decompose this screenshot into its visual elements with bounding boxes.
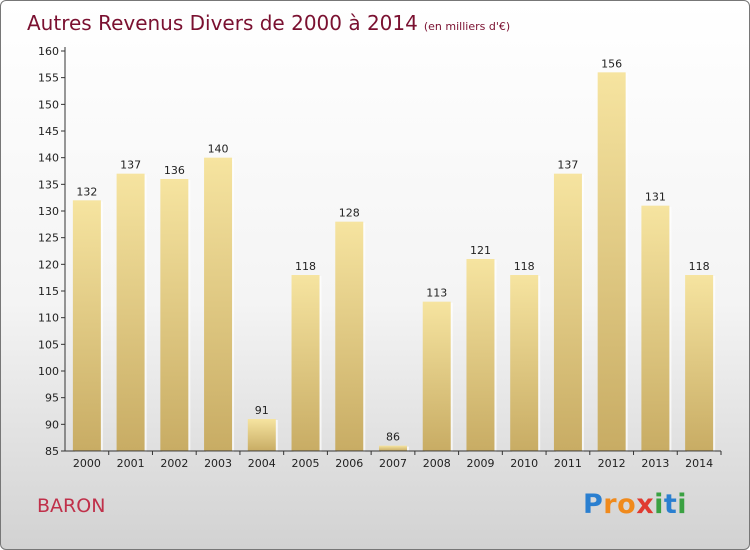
x-tick-label-2010: 2010 — [510, 457, 538, 470]
logo-letter: x — [636, 489, 655, 520]
bars-group: 132 137 136 140 91 118 128 86 113 121 118 137 156 131… — [72, 57, 716, 452]
data-label-2006: 128 — [339, 207, 360, 220]
x-tick-label-2002: 2002 — [160, 457, 188, 470]
data-label-2009: 121 — [470, 244, 491, 257]
x-tick-label-2011: 2011 — [554, 457, 582, 470]
x-tick-label-2014: 2014 — [685, 457, 713, 470]
data-label-2008: 113 — [426, 287, 447, 300]
bar-2002 — [160, 179, 189, 451]
chart-title: Autres Revenus Divers de 2000 à 2014 (en … — [27, 11, 510, 35]
x-tick-label-2000: 2000 — [73, 457, 101, 470]
y-tick-label-145: 145 — [38, 125, 59, 138]
logo-letter: o — [617, 489, 637, 520]
data-label-2004: 91 — [255, 404, 269, 417]
x-tick-label-2005: 2005 — [292, 457, 320, 470]
data-label-2003: 140 — [208, 143, 229, 156]
logo-letter: P — [583, 489, 604, 520]
x-tick-label-2006: 2006 — [335, 457, 363, 470]
proxiti-logo: Proxiti — [583, 489, 687, 520]
chart-subtitle: (en milliers d'€) — [423, 20, 511, 33]
y-tick-label-115: 115 — [38, 285, 59, 298]
bar-2008 — [422, 301, 451, 451]
y-tick-label-130: 130 — [38, 205, 59, 218]
x-tick-label-2001: 2001 — [117, 457, 145, 470]
logo-letter: t — [663, 489, 678, 520]
y-tick-label-100: 100 — [38, 365, 59, 378]
data-label-2002: 136 — [164, 164, 185, 177]
data-label-2001: 137 — [120, 159, 141, 172]
bar-2011 — [553, 173, 582, 451]
data-label-2010: 118 — [514, 260, 535, 273]
y-tick-label-125: 125 — [38, 232, 59, 245]
x-tick-label-2009: 2009 — [466, 457, 494, 470]
y-tick-label-95: 95 — [45, 392, 59, 405]
x-tick-label-2007: 2007 — [379, 457, 407, 470]
bar-2014 — [685, 275, 714, 451]
data-label-2014: 118 — [689, 260, 710, 273]
bar-2006 — [335, 221, 364, 451]
data-label-2012: 156 — [601, 57, 622, 70]
y-tick-label-140: 140 — [38, 152, 59, 165]
bar-2009 — [466, 259, 495, 451]
bar-2013 — [641, 205, 670, 451]
x-tick-label-2003: 2003 — [204, 457, 232, 470]
y-tick-label-135: 135 — [38, 178, 59, 191]
logo-letter: i — [677, 489, 688, 520]
x-tick-label-2008: 2008 — [423, 457, 451, 470]
y-tick-label-85: 85 — [45, 445, 59, 458]
bar-2000 — [72, 200, 101, 451]
data-label-2011: 137 — [557, 159, 578, 172]
bar-2003 — [204, 157, 233, 451]
y-tick-label-105: 105 — [38, 338, 59, 351]
bar-2001 — [116, 173, 145, 451]
x-tick-label-2004: 2004 — [248, 457, 276, 470]
x-tick-label-2012: 2012 — [598, 457, 626, 470]
axes-group: 2000 2001 2002 2003 2004 2005 2006 2007 2008 2009… — [38, 45, 722, 470]
y-tick-label-160: 160 — [38, 45, 59, 58]
bar-2010 — [510, 275, 539, 451]
bar-2004 — [247, 419, 276, 451]
chart-title-text: Autres Revenus Divers de 2000 à 2014 — [27, 11, 418, 35]
data-label-2005: 118 — [295, 260, 316, 273]
bar-2012 — [597, 72, 626, 451]
logo-letter: i — [654, 489, 664, 520]
data-label-2013: 131 — [645, 191, 666, 204]
bar-2007 — [379, 445, 407, 451]
bar-2005 — [291, 275, 320, 451]
y-tick-label-155: 155 — [38, 72, 59, 85]
y-tick-label-110: 110 — [38, 312, 59, 325]
x-tick-label-2013: 2013 — [641, 457, 669, 470]
y-tick-label-90: 90 — [45, 418, 59, 431]
logo-letter: r — [603, 489, 618, 520]
data-label-2007: 86 — [386, 431, 400, 444]
data-label-2000: 132 — [76, 185, 97, 198]
y-tick-label-120: 120 — [38, 258, 59, 271]
y-tick-label-150: 150 — [38, 98, 59, 111]
place-name: BARON — [37, 495, 106, 517]
